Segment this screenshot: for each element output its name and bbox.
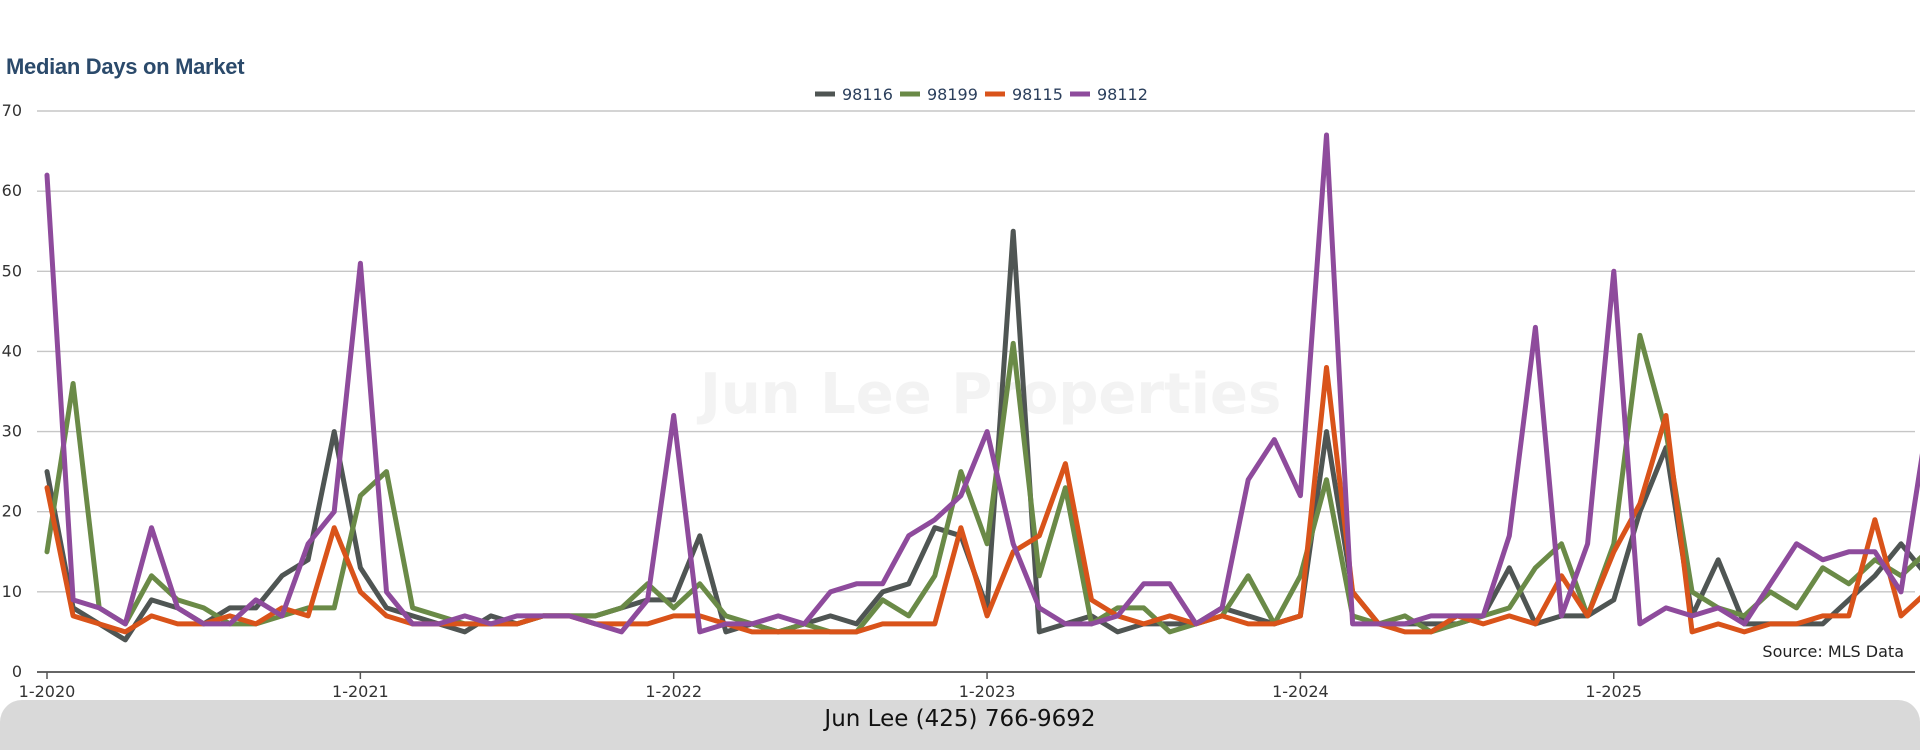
y-tick-label: 0 <box>12 662 22 681</box>
legend: 98116 98199 98115 98112 <box>815 85 1148 104</box>
x-tick-label: 1-2022 <box>645 682 702 700</box>
y-tick-label: 50 <box>2 261 22 280</box>
series-line-98112 <box>44 132 1920 635</box>
y-tick-label: 20 <box>2 502 22 521</box>
y-tick-label: 40 <box>2 341 22 360</box>
x-tick-label: 1-2020 <box>19 682 76 700</box>
y-tick-label: 30 <box>2 422 22 441</box>
legend-label-98199: 98199 <box>927 85 978 104</box>
x-tick-label: 1-2021 <box>332 682 389 700</box>
axes: 0 10 20 30 40 50 60 70 1-2020 1-2021 1-2022 1-2023 1… <box>2 101 1915 700</box>
y-tick-label: 10 <box>2 582 22 601</box>
line-chart: 0 10 20 30 40 50 60 70 1-2020 1-2021 1-2022 1-2023 1… <box>2 85 1920 700</box>
series-line-98199 <box>44 332 1920 635</box>
chart-title: Median Days on Market <box>6 54 245 79</box>
y-tick-label: 60 <box>2 181 22 200</box>
y-tick-label: 70 <box>2 101 22 120</box>
legend-label-98116: 98116 <box>842 85 893 104</box>
x-tick-label: 1-2023 <box>959 682 1016 700</box>
legend-label-98112: 98112 <box>1097 85 1148 104</box>
series-line-98115 <box>44 365 1920 635</box>
legend-label-98115: 98115 <box>1012 85 1063 104</box>
x-tick-label: 1-2025 <box>1585 682 1642 700</box>
series-lines <box>44 132 1920 643</box>
series-line-98116 <box>44 228 1920 643</box>
footer-contact: Jun Lee (425) 766-9692 <box>824 706 1096 732</box>
source-note: Source: MLS Data <box>1762 642 1904 661</box>
watermark-logo: Jun Lee Properties <box>700 362 1282 427</box>
x-tick-label: 1-2024 <box>1272 682 1329 700</box>
footer-bar <box>0 700 1920 750</box>
